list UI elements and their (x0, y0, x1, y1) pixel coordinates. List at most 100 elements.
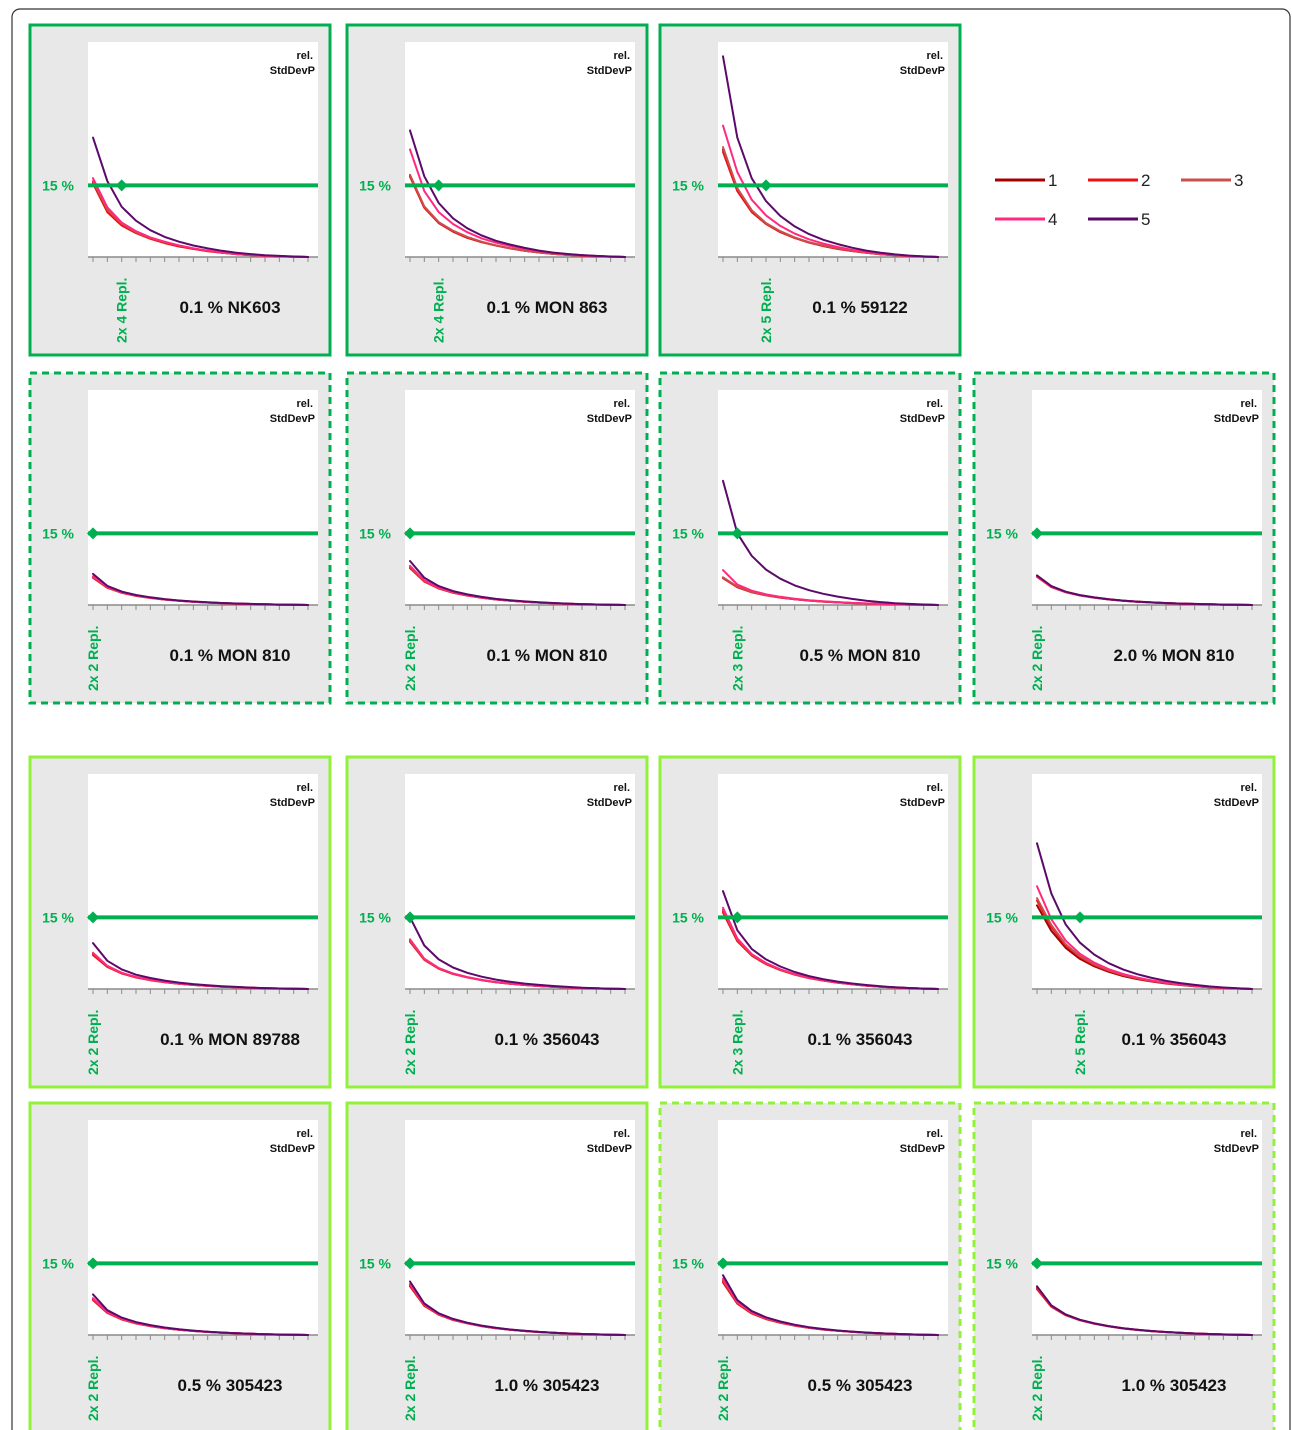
ylabel-line1: rel. (1240, 782, 1257, 794)
threshold-label: 15 % (986, 1255, 1018, 1271)
series-5-line (92, 942, 309, 990)
plot-area (1032, 774, 1262, 989)
series-5-line (1036, 842, 1253, 990)
ylabel-line1: rel. (296, 782, 313, 794)
ylabel-line1: rel. (613, 782, 630, 794)
diamond-marker-icon (404, 911, 416, 924)
diamond-marker-icon (1031, 1257, 1043, 1270)
ylabel-line2: StdDevP (270, 413, 315, 425)
ylabel-line1: rel. (926, 398, 943, 410)
ylabel-line2: StdDevP (900, 413, 945, 425)
ylabel-line1: rel. (613, 50, 630, 62)
plot-area (405, 774, 635, 989)
replicates-label: 2x 2 Repl. (715, 1356, 731, 1421)
replicates-label: 2x 3 Repl. (729, 626, 745, 691)
threshold-label: 15 % (359, 525, 391, 541)
threshold-label: 15 % (42, 525, 74, 541)
legend-item: 2 (1088, 171, 1150, 190)
chart-panel: rel. StdDevP 15 % 2x 2 Repl. 1.0 % 305423 (972, 1101, 1276, 1430)
panel-title: 1.0 % 305423 (495, 1376, 600, 1395)
threshold-label: 15 % (672, 525, 704, 541)
ylabel-line2: StdDevP (587, 65, 632, 77)
panel-title: 0.1 % 356043 (808, 1030, 913, 1049)
replicates-label: 2x 2 Repl. (85, 1010, 101, 1075)
legend-label: 2 (1141, 171, 1150, 190)
replicates-label: 2x 5 Repl. (1072, 1010, 1088, 1075)
chart-panel: rel. StdDevP 15 % 2x 2 Repl. 0.1 % 356043 (345, 755, 649, 1089)
legend-label: 5 (1141, 210, 1150, 229)
threshold-label: 15 % (672, 909, 704, 925)
chart-panel: rel. StdDevP 15 % 2x 4 Repl. 0.1 % MON 863 (345, 23, 649, 357)
plot-area (1032, 1120, 1262, 1335)
plot-area (405, 42, 635, 257)
legend-item: 5 (1088, 210, 1150, 229)
chart-panels: rel. StdDevP 15 % 2x 4 Repl. 0.1 % NK603 rel.… (28, 23, 1276, 1430)
panel-title: 1.0 % 305423 (1122, 1376, 1227, 1395)
diamond-marker-icon (717, 1257, 729, 1270)
diamond-marker-icon (404, 1257, 416, 1270)
replicates-label: 2x 4 Repl. (431, 278, 447, 343)
panel-title: 2.0 % MON 810 (1114, 646, 1235, 665)
legend-item: 1 (995, 171, 1057, 190)
diamond-marker-icon (1031, 527, 1043, 540)
ylabel-line1: rel. (926, 50, 943, 62)
threshold-label: 15 % (359, 177, 391, 193)
replicates-label: 2x 4 Repl. (114, 278, 130, 343)
ylabel-line2: StdDevP (900, 797, 945, 809)
chart-panel: rel. StdDevP 15 % 2x 2 Repl. 0.1 % MON 810 (345, 371, 649, 705)
threshold-label: 15 % (672, 1255, 704, 1271)
replicates-label: 2x 2 Repl. (402, 1010, 418, 1075)
chart-panel: rel. StdDevP 15 % 2x 5 Repl. 0.1 % 356043 (972, 755, 1276, 1089)
threshold-label: 15 % (986, 909, 1018, 925)
ylabel-line2: StdDevP (587, 797, 632, 809)
ylabel-line2: StdDevP (1214, 797, 1259, 809)
panel-title: 0.1 % MON 810 (487, 646, 608, 665)
threshold-label: 15 % (42, 177, 74, 193)
threshold-label: 15 % (42, 909, 74, 925)
series-5-line (722, 890, 939, 990)
replicates-label: 2x 5 Repl. (758, 278, 774, 343)
panel-title: 0.1 % 59122 (812, 298, 907, 317)
replicates-label: 2x 2 Repl. (1029, 1356, 1045, 1421)
series-5-line (722, 55, 939, 258)
series-5-line (722, 479, 939, 606)
replicates-label: 2x 2 Repl. (402, 1356, 418, 1421)
series-5-line (409, 1280, 626, 1336)
legend-label: 4 (1048, 210, 1057, 229)
diamond-marker-icon (87, 527, 99, 540)
ylabel-line2: StdDevP (900, 1143, 945, 1155)
panel-title: 0.5 % MON 810 (800, 646, 921, 665)
panel-title: 0.1 % NK603 (179, 298, 280, 317)
series-5-line (1036, 1285, 1253, 1336)
chart-panel: rel. StdDevP 15 % 2x 2 Repl. 2.0 % MON 810 (972, 371, 1276, 705)
panel-title: 0.5 % 305423 (178, 1376, 283, 1395)
chart-panel: rel. StdDevP 15 % 2x 2 Repl. 0.5 % 305423 (28, 1101, 332, 1430)
replicates-label: 2x 2 Repl. (1029, 626, 1045, 691)
ylabel-line2: StdDevP (270, 1143, 315, 1155)
legend: 1 2 3 4 5 (995, 171, 1243, 229)
ylabel-line1: rel. (296, 398, 313, 410)
ylabel-line1: rel. (1240, 1128, 1257, 1140)
diamond-marker-icon (731, 911, 744, 924)
replicates-label: 2x 2 Repl. (85, 626, 101, 691)
panel-title: 0.5 % 305423 (808, 1376, 913, 1395)
series-5-line (409, 129, 626, 258)
ylabel-line1: rel. (1240, 398, 1257, 410)
ylabel-line1: rel. (926, 782, 943, 794)
chart-panel: rel. StdDevP 15 % 2x 3 Repl. 0.5 % MON 810 (658, 371, 962, 705)
ylabel-line1: rel. (926, 1128, 943, 1140)
series-5-line (92, 136, 309, 258)
chart-panel: rel. StdDevP 15 % 2x 2 Repl. 0.1 % MON 89788 (28, 755, 332, 1089)
chart-panel: rel. StdDevP 15 % 2x 2 Repl. 1.0 % 305423 (345, 1101, 649, 1430)
legend-item: 4 (995, 210, 1057, 229)
replicates-label: 2x 3 Repl. (729, 1010, 745, 1075)
threshold-label: 15 % (359, 909, 391, 925)
series-5-line (92, 1293, 309, 1336)
diamond-marker-icon (115, 179, 128, 192)
replicates-label: 2x 2 Repl. (85, 1356, 101, 1421)
plot-area (405, 1120, 635, 1335)
threshold-label: 15 % (359, 1255, 391, 1271)
plot-area (88, 42, 318, 257)
ylabel-line2: StdDevP (587, 1143, 632, 1155)
